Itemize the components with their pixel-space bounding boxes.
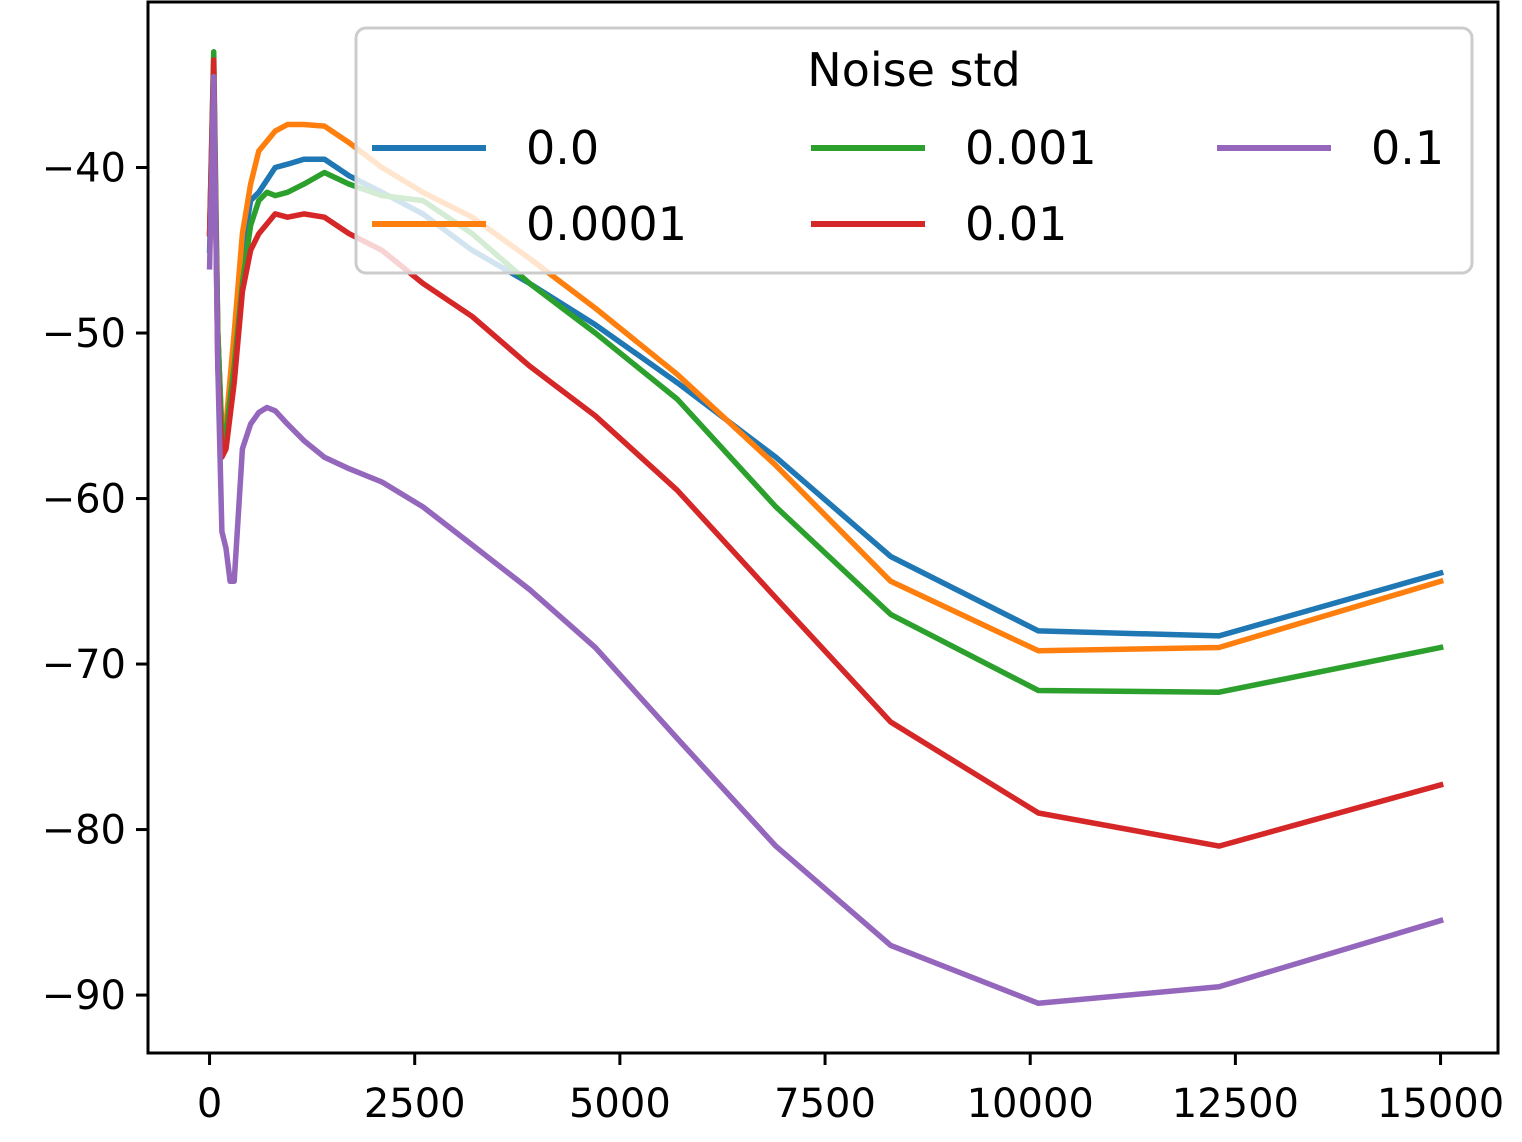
x-tick-label-4: 10000 <box>967 1081 1094 1127</box>
x-tick-label-0: 0 <box>197 1081 222 1127</box>
y-axis: −90 −80 −70 −60 −50 −40 <box>42 146 148 1019</box>
x-tick-label-1: 2500 <box>364 1081 466 1127</box>
legend-label-1: 0.0001 <box>526 197 687 251</box>
legend-label-4: 0.1 <box>1371 121 1444 175</box>
y-tick-label-2: −70 <box>42 642 126 688</box>
x-tick-label-3: 7500 <box>774 1081 876 1127</box>
legend-title: Noise std <box>807 43 1020 97</box>
legend-label-3: 0.01 <box>965 197 1067 251</box>
legend-label-2: 0.001 <box>965 121 1097 175</box>
legend-label-0: 0.0 <box>526 121 599 175</box>
x-tick-label-2: 5000 <box>569 1081 671 1127</box>
series-layer <box>206 48 1445 1007</box>
legend: Noise std 0.0 0.0001 0.001 0.01 0.1 <box>354 26 1474 275</box>
series-line-4 <box>206 73 1445 1007</box>
y-tick-label-5: −40 <box>42 146 126 192</box>
series-line-3 <box>206 57 1444 849</box>
plot-frame <box>146 0 1500 1055</box>
y-tick-label-1: −80 <box>42 808 126 854</box>
y-tick-label-0: −90 <box>42 973 126 1019</box>
x-axis: 0 2500 5000 7500 10000 12500 15000 <box>197 1053 1504 1127</box>
y-tick-label-3: −60 <box>42 477 126 523</box>
y-tick-label-4: −50 <box>42 311 126 357</box>
x-tick-label-6: 15000 <box>1377 1081 1504 1127</box>
x-tick-label-5: 12500 <box>1172 1081 1299 1127</box>
